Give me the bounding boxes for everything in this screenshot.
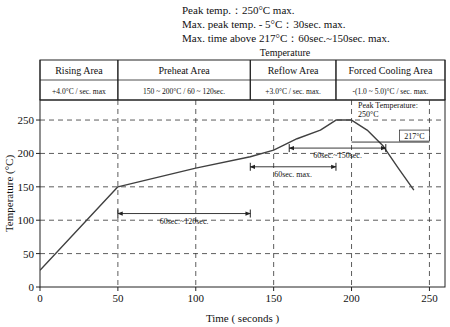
grid-line [273, 100, 274, 287]
x-tick [429, 287, 430, 291]
y-tick-label: 50 [23, 248, 35, 260]
grid-line [117, 100, 118, 287]
area-boundary [335, 60, 336, 100]
grid-line [40, 120, 445, 121]
header-title: Temperature [260, 47, 311, 58]
chart: Peak temp.：250°C max. Max. peak temp. - 5… [0, 0, 450, 327]
x-tick [40, 287, 41, 291]
plot-area [40, 120, 429, 270]
y-tick [36, 287, 40, 288]
y-tick [36, 120, 40, 121]
area-boundary [250, 60, 251, 100]
area-boundary [250, 60, 251, 100]
grid-line [351, 100, 352, 287]
y-tick-label: 100 [18, 214, 35, 226]
y-axis-label: Temperature (°C) [3, 155, 16, 233]
annotation-arrow [289, 148, 386, 149]
level-label-box [399, 130, 429, 141]
grid-line [40, 186, 445, 187]
x-tick [273, 287, 274, 291]
area-name: Preheat Area [158, 65, 210, 76]
area-boundary [335, 60, 336, 100]
area-table [40, 60, 445, 100]
peak-label: 250°C [358, 110, 379, 119]
annotation-label: 60sec.~150sec. [313, 151, 362, 160]
y-tick-label: 200 [18, 147, 35, 159]
grid-line [40, 253, 445, 254]
x-tick-label: 0 [37, 292, 43, 304]
plot-frame [40, 100, 445, 287]
area-name: Rising Area [55, 65, 103, 76]
y-tick-label: 150 [18, 181, 35, 193]
area-name: Reflow Area [268, 65, 319, 76]
annotation-label: 60sec.~120sec. [160, 217, 209, 226]
header-line: Max. time above 217°C：60sec.~150sec. max… [182, 32, 390, 44]
area-rate: 150 ~ 200°C / 60 ~ 120sec. [143, 87, 225, 96]
level-label: 217°C [404, 132, 425, 141]
area-name: Forced Cooling Area [349, 65, 433, 76]
peak-label: Peak Temperature: [358, 101, 418, 110]
annotation-arrow [118, 213, 250, 214]
area-rate: -(1.0 ~ 5.0)°C / sec. max. [352, 87, 428, 96]
grid-line [40, 153, 445, 154]
x-tick [117, 287, 118, 291]
area-table-row [40, 80, 445, 81]
header-line: Peak temp.：250°C max. [182, 4, 295, 16]
y-tick-label: 250 [18, 114, 35, 126]
x-tick-label: 150 [265, 292, 282, 304]
y-tick [36, 220, 40, 221]
area-boundary [117, 60, 118, 100]
area-rate: +4.0°C / sec. max [52, 87, 106, 96]
x-tick-label: 100 [188, 292, 205, 304]
y-tick [36, 153, 40, 154]
x-axis-label: Time ( seconds ) [206, 312, 280, 325]
area-boundary [117, 60, 118, 100]
x-tick-label: 250 [421, 292, 438, 304]
area-boundary [40, 60, 41, 100]
area-boundary [445, 60, 446, 100]
x-tick [351, 287, 352, 291]
grid-line [195, 100, 196, 287]
x-tick [195, 287, 196, 291]
level-line [352, 142, 430, 143]
grid-line [429, 100, 430, 287]
y-tick [36, 186, 40, 187]
area-rate: +3.0°C / sec. max. [265, 87, 321, 96]
annotation-arrow [250, 166, 336, 167]
y-tick-label: 0 [29, 281, 35, 293]
x-tick-label: 50 [112, 292, 124, 304]
header-line: Max. peak temp. - 5°C：30sec. max. [182, 18, 346, 30]
grid-line [40, 220, 445, 221]
page: {"chart_data": { "type": "line", "header… [0, 0, 450, 327]
profile-curve [40, 120, 414, 270]
annotation-label: 60sec. max. [274, 170, 312, 179]
y-tick [36, 253, 40, 254]
x-tick-label: 200 [343, 292, 360, 304]
